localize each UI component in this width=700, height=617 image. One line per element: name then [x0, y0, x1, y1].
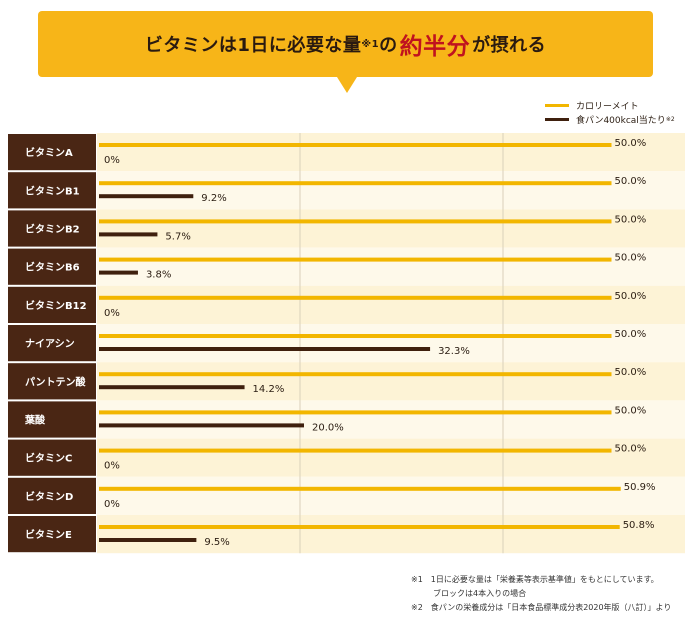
value-label-caloriemate: 50.0% — [615, 444, 647, 455]
plot-row-background — [97, 247, 685, 286]
bar-bread — [99, 232, 158, 237]
category-label-box — [8, 477, 96, 514]
headline-footnote-mark: ※1 — [361, 38, 380, 50]
footnote-2: ※2 食パンの栄養成分は「日本食品標準成分表2020年版（八訂）」より — [411, 603, 672, 612]
bar-caloriemate — [99, 295, 612, 300]
legend-swatch-bread — [545, 117, 569, 121]
bar-caloriemate — [99, 181, 612, 186]
category-label: ビタミンA — [25, 146, 73, 159]
value-label-bread: 3.8% — [146, 270, 171, 281]
banner-pointer — [337, 77, 357, 93]
value-label-caloriemate: 50.0% — [615, 138, 647, 149]
legend-label-bread: 食パン400kcal当たり — [576, 115, 666, 126]
plot-row-background — [97, 438, 685, 477]
value-label-caloriemate: 50.0% — [615, 253, 647, 264]
plot-row-background — [97, 133, 685, 172]
value-label-caloriemate: 50.0% — [615, 291, 647, 302]
category-label: ビタミンB2 — [25, 223, 80, 236]
category-label: 葉酸 — [24, 414, 46, 427]
category-label-box — [8, 325, 96, 362]
category-label: パントテン酸 — [25, 375, 86, 388]
legend-swatch-caloriemate — [545, 103, 569, 107]
value-label-caloriemate: 50.9% — [624, 482, 656, 493]
category-label-box — [8, 172, 96, 209]
bar-caloriemate — [99, 525, 620, 529]
bar-bread — [99, 423, 304, 428]
bar-bread — [99, 538, 197, 542]
bar-bread — [99, 194, 194, 199]
value-label-caloriemate: 50.8% — [623, 520, 655, 531]
plot-row-background — [97, 171, 685, 210]
category-label-box — [8, 363, 96, 400]
footnote-1: ※1 1日に必要な量は「栄養素等表示基準値」をもとにしています。 — [411, 575, 659, 584]
headline-text-mid: の — [379, 35, 398, 56]
value-label-bread: 20.0% — [312, 422, 344, 433]
bar-caloriemate — [99, 448, 612, 453]
plot-row-background — [97, 209, 685, 248]
value-label-bread: 9.5% — [204, 537, 229, 548]
footnotes: ※1 1日に必要な量は「栄養素等表示基準値」をもとにしています。 ブロックは4本… — [411, 573, 671, 615]
category-label: ビタミンB1 — [25, 184, 80, 197]
value-label-caloriemate: 50.0% — [615, 214, 647, 225]
bar-bread — [99, 347, 431, 351]
plot-row-background — [97, 285, 685, 324]
bar-caloriemate — [99, 486, 621, 491]
value-label-bread: 32.3% — [438, 346, 470, 357]
category-label-box — [8, 210, 96, 247]
bar-caloriemate — [99, 257, 612, 262]
category-label-box — [8, 134, 96, 171]
bar-bread — [99, 270, 138, 275]
plot-row-background — [97, 362, 685, 401]
category-label: ビタミンC — [25, 452, 72, 465]
plot-row-background — [97, 476, 685, 515]
headline-text-post: が摂れる — [472, 35, 547, 56]
category-label: ビタミンD — [25, 490, 73, 503]
legend-label-caloriemate: カロリーメイト — [576, 101, 639, 112]
category-label: ナイアシン — [25, 338, 75, 350]
plot-row-background — [97, 400, 685, 439]
legend-note-bread: ※2 — [665, 115, 675, 123]
headline-banner: ビタミンは1日に必要な量 ※1 の約半分 が摂れる — [38, 11, 653, 77]
footnote-1-sub: ブロックは4本入りの場合 — [433, 589, 527, 598]
chart-legend: カロリーメイト 食パン400kcal当たり ※2 — [545, 98, 675, 126]
bar-bread — [99, 385, 245, 390]
bar-caloriemate — [99, 219, 612, 224]
value-label-bread: 5.7% — [165, 231, 190, 242]
value-label-bread: 0% — [104, 499, 120, 510]
value-label-caloriemate: 50.0% — [615, 367, 647, 378]
legend-item-bread: 食パン400kcal当たり ※2 — [545, 112, 675, 126]
bar-caloriemate — [99, 334, 612, 338]
legend-item-caloriemate: カロリーメイト — [545, 98, 675, 112]
value-label-bread: 0% — [104, 461, 120, 472]
value-label-bread: 9.2% — [201, 193, 226, 204]
value-label-bread: 14.2% — [253, 384, 285, 395]
value-label-caloriemate: 50.0% — [615, 329, 647, 340]
value-label-bread: 0% — [104, 155, 120, 166]
bar-caloriemate — [99, 143, 612, 147]
bar-caloriemate — [99, 372, 612, 377]
category-label: ビタミンB6 — [25, 261, 80, 274]
bar-caloriemate — [99, 410, 612, 415]
plot-row-background — [97, 324, 685, 363]
category-label: ビタミンB12 — [25, 299, 87, 312]
value-label-caloriemate: 50.0% — [615, 405, 647, 416]
value-label-caloriemate: 50.0% — [615, 176, 647, 187]
headline-emphasis: 約半分 — [399, 34, 471, 60]
category-label-box — [8, 439, 96, 476]
plot-row-background — [97, 515, 685, 554]
category-label: ビタミンE — [25, 528, 72, 541]
category-label-box — [8, 516, 96, 553]
category-label-box — [8, 248, 96, 285]
category-label-box — [8, 401, 96, 438]
value-label-bread: 0% — [104, 308, 120, 319]
headline-text-pre: ビタミンは1日に必要な量 — [144, 35, 362, 56]
category-label-box — [8, 286, 96, 323]
